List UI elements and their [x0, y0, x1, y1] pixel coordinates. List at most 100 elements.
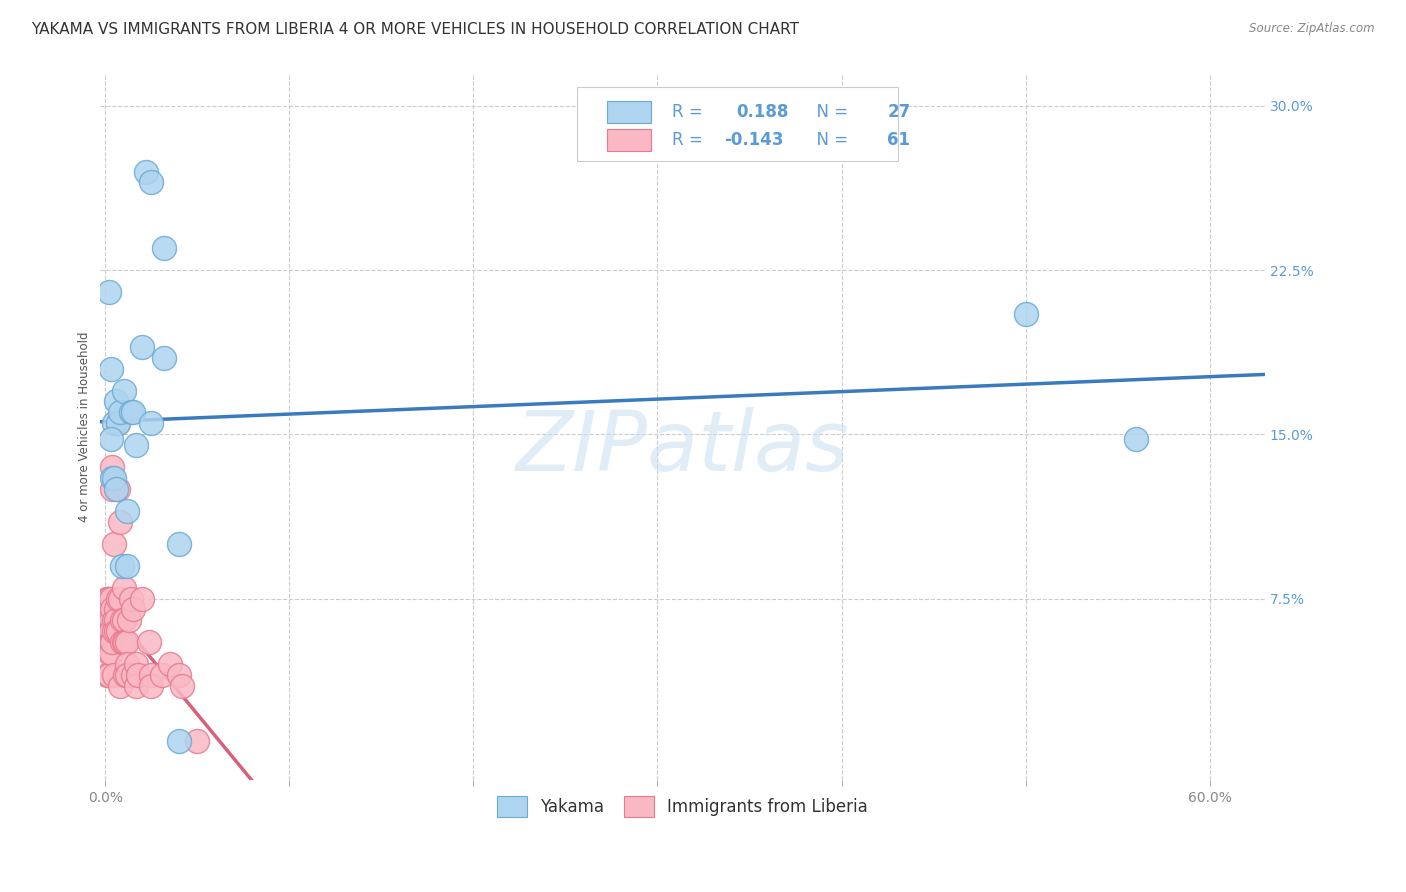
Point	[103, 471, 125, 485]
Point	[96, 614, 118, 628]
Point	[114, 668, 136, 682]
Point	[125, 657, 148, 672]
Text: -0.143: -0.143	[724, 131, 783, 149]
Point	[131, 340, 153, 354]
Point	[112, 384, 135, 398]
Point	[101, 471, 124, 485]
Text: YAKAMA VS IMMIGRANTS FROM LIBERIA 4 OR MORE VEHICLES IN HOUSEHOLD CORRELATION CH: YAKAMA VS IMMIGRANTS FROM LIBERIA 4 OR M…	[31, 22, 799, 37]
Point	[103, 614, 125, 628]
Point	[100, 361, 122, 376]
Point	[153, 351, 176, 365]
Point	[115, 657, 138, 672]
Point	[103, 624, 125, 639]
Point	[112, 635, 135, 649]
Point	[105, 602, 128, 616]
Point	[97, 635, 120, 649]
Point	[97, 614, 120, 628]
Point	[167, 668, 190, 682]
Point	[115, 668, 138, 682]
Point	[127, 668, 149, 682]
Text: R =: R =	[672, 131, 707, 149]
Point	[97, 668, 120, 682]
Point	[172, 679, 194, 693]
Point	[107, 591, 129, 606]
Point	[141, 176, 163, 190]
Point	[101, 602, 124, 616]
Text: ZIPatlas: ZIPatlas	[516, 408, 849, 488]
Point	[115, 558, 138, 573]
Point	[100, 432, 122, 446]
Text: N =: N =	[806, 103, 853, 121]
Point	[105, 624, 128, 639]
Point	[112, 581, 135, 595]
Point	[103, 417, 125, 431]
Point	[97, 602, 120, 616]
Point	[131, 591, 153, 606]
Point	[141, 417, 163, 431]
Point	[186, 734, 208, 748]
Point	[118, 614, 141, 628]
Point	[96, 591, 118, 606]
Point	[107, 417, 129, 431]
Point	[107, 482, 129, 496]
Point	[101, 460, 124, 475]
Text: 27: 27	[887, 103, 911, 121]
Point	[105, 482, 128, 496]
Point	[100, 591, 122, 606]
Point	[97, 591, 120, 606]
Point	[138, 635, 160, 649]
Point	[121, 405, 143, 419]
Text: R =: R =	[672, 103, 707, 121]
Point	[108, 515, 131, 529]
Point	[135, 164, 157, 178]
Point	[96, 635, 118, 649]
Point	[167, 537, 190, 551]
FancyBboxPatch shape	[606, 101, 651, 123]
Point	[96, 668, 118, 682]
Point	[150, 668, 173, 682]
Point	[97, 285, 120, 299]
Point	[125, 438, 148, 452]
Point	[101, 635, 124, 649]
Point	[108, 679, 131, 693]
Text: Source: ZipAtlas.com: Source: ZipAtlas.com	[1250, 22, 1375, 36]
Point	[114, 635, 136, 649]
Legend: Yakama, Immigrants from Liberia: Yakama, Immigrants from Liberia	[488, 788, 876, 825]
Point	[100, 614, 122, 628]
Point	[107, 624, 129, 639]
Point	[97, 624, 120, 639]
Point	[121, 602, 143, 616]
Point	[121, 668, 143, 682]
Point	[141, 668, 163, 682]
Point	[1125, 432, 1147, 446]
Point	[103, 668, 125, 682]
Point	[115, 635, 138, 649]
Point	[159, 657, 181, 672]
Point	[96, 591, 118, 606]
Point	[115, 504, 138, 518]
Point	[105, 614, 128, 628]
Point	[120, 591, 142, 606]
Point	[141, 679, 163, 693]
Point	[108, 591, 131, 606]
Point	[111, 614, 134, 628]
FancyBboxPatch shape	[578, 87, 898, 161]
FancyBboxPatch shape	[606, 128, 651, 152]
Point	[105, 394, 128, 409]
Text: 0.188: 0.188	[735, 103, 789, 121]
Point	[125, 679, 148, 693]
Text: N =: N =	[806, 131, 853, 149]
Point	[167, 734, 190, 748]
Point	[100, 635, 122, 649]
Y-axis label: 4 or more Vehicles in Household: 4 or more Vehicles in Household	[79, 332, 91, 522]
Point	[1014, 307, 1036, 321]
Point	[103, 537, 125, 551]
Point	[112, 614, 135, 628]
Point	[111, 558, 134, 573]
Point	[101, 482, 124, 496]
Point	[100, 646, 122, 660]
Point	[111, 635, 134, 649]
Point	[120, 405, 142, 419]
Point	[107, 417, 129, 431]
Point	[100, 624, 122, 639]
